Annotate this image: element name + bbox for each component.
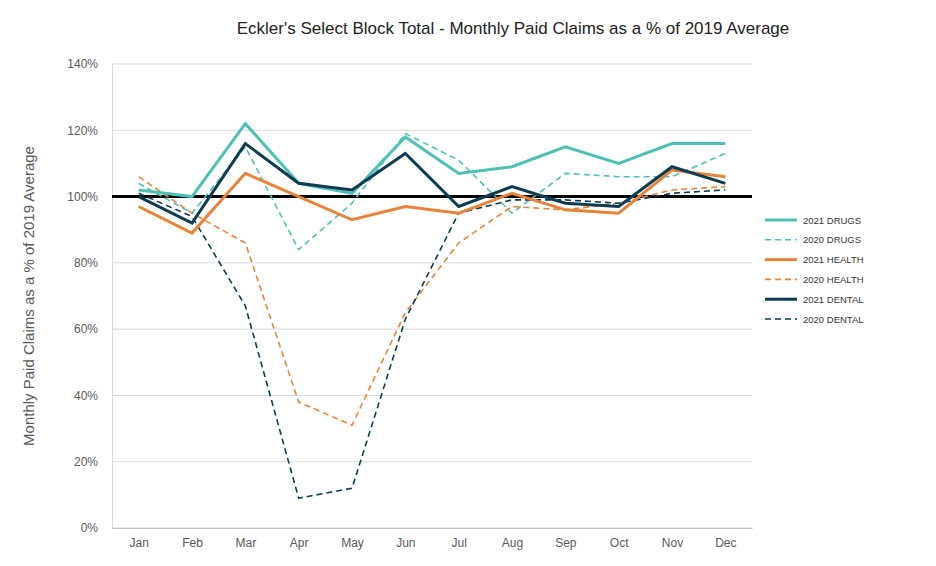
- x-tick-label: Oct: [610, 536, 629, 550]
- x-tick-label: Aug: [502, 536, 523, 550]
- legend: 2021 DRUGS 2020 DRUGS 2021 HEALTH 2020 HEAL…: [765, 215, 864, 325]
- grid-line: [112, 528, 752, 529]
- legend-label: 2020 DRUGS: [803, 234, 861, 245]
- legend-swatch: [765, 279, 797, 281]
- x-tick-label: May: [341, 536, 364, 550]
- y-tick-label: 40%: [74, 389, 98, 403]
- grid-line: [112, 64, 752, 65]
- legend-swatch: [765, 258, 797, 261]
- legend-item: 2020 DRUGS: [765, 234, 861, 245]
- y-tick: 40%: [74, 389, 112, 403]
- legend-label: 2020 DENTAL: [803, 314, 864, 325]
- x-tick: Dec: [715, 528, 736, 550]
- y-tick-label: 120%: [67, 124, 98, 138]
- y-axis-title: Monthly Paid Claims as a % of 2019 Avera…: [20, 146, 37, 446]
- legend-item: 2020 HEALTH: [765, 274, 864, 285]
- legend-item: 2021 DRUGS: [765, 215, 861, 226]
- x-tick-label: Jul: [451, 536, 466, 550]
- legend-item: 2021 DENTAL: [765, 294, 864, 305]
- x-tick: Aug: [502, 528, 523, 550]
- x-tick-label: Feb: [182, 536, 203, 550]
- legend-label: 2021 DENTAL: [803, 294, 864, 305]
- x-tick: May: [341, 528, 364, 550]
- x-tick: Jan: [129, 528, 148, 550]
- y-tick: 140%: [67, 57, 112, 71]
- title: Eckler's Select Block Total - Monthly Pa…: [237, 19, 790, 38]
- y-tick: 100%: [67, 190, 112, 204]
- x-tick-label: Sep: [555, 536, 577, 550]
- y-axis-line: [112, 65, 113, 529]
- y-tick: 60%: [74, 322, 112, 336]
- grid-line: [112, 329, 752, 330]
- grid: [112, 64, 752, 528]
- y-tick: 0%: [81, 521, 112, 535]
- y-tick-label: 60%: [74, 322, 98, 336]
- y-tick-label: 140%: [67, 57, 98, 71]
- legend-swatch: [765, 298, 797, 301]
- y-axis: 0% 20% 40% 60% 80% 100% 120% 140%: [67, 57, 112, 535]
- y-tick-label: 100%: [67, 190, 98, 204]
- x-tick: Nov: [662, 528, 683, 550]
- y-tick-label: 20%: [74, 455, 98, 469]
- y-tick-label: 80%: [74, 256, 98, 270]
- x-tick-label: Dec: [715, 536, 736, 550]
- x-tick-label: Mar: [235, 536, 256, 550]
- x-tick: Jul: [451, 528, 466, 550]
- legend-label: 2021 DRUGS: [803, 215, 861, 226]
- x-tick-label: Jan: [129, 536, 148, 550]
- x-tick-label: Nov: [662, 536, 683, 550]
- grid-line: [112, 130, 752, 131]
- x-axis: Jan Feb Mar Apr May Jun Jul Aug Sep Oct Nov Dec: [113, 528, 753, 550]
- chart: Eckler's Select Block Total - Monthly Pa…: [0, 0, 936, 566]
- series-line: [139, 177, 726, 426]
- x-axis-line: [113, 528, 753, 529]
- y-tick-label: 0%: [81, 521, 99, 535]
- legend-swatch: [765, 318, 797, 320]
- legend-item: 2020 DENTAL: [765, 314, 864, 325]
- series-line: [139, 124, 726, 197]
- grid-line: [112, 262, 752, 263]
- grid-line: [112, 395, 752, 396]
- legend-item: 2021 HEALTH: [765, 254, 864, 265]
- series-line: [139, 144, 726, 224]
- plot-area: [112, 124, 752, 499]
- x-tick: Jun: [396, 528, 415, 550]
- y-tick: 20%: [74, 455, 112, 469]
- legend-label: 2021 HEALTH: [803, 254, 864, 265]
- legend-label: 2020 HEALTH: [803, 274, 864, 285]
- grid-line: [112, 461, 752, 462]
- x-tick: Apr: [290, 528, 309, 550]
- x-tick: Feb: [182, 528, 203, 550]
- legend-swatch: [765, 219, 797, 222]
- y-tick: 120%: [67, 124, 112, 138]
- x-tick: Sep: [555, 528, 577, 550]
- legend-swatch: [765, 239, 797, 241]
- x-tick-label: Apr: [290, 536, 309, 550]
- series-line: [139, 190, 726, 498]
- x-tick: Mar: [235, 528, 256, 550]
- x-tick: Oct: [610, 528, 629, 550]
- y-tick: 80%: [74, 256, 112, 270]
- x-tick-label: Jun: [396, 536, 415, 550]
